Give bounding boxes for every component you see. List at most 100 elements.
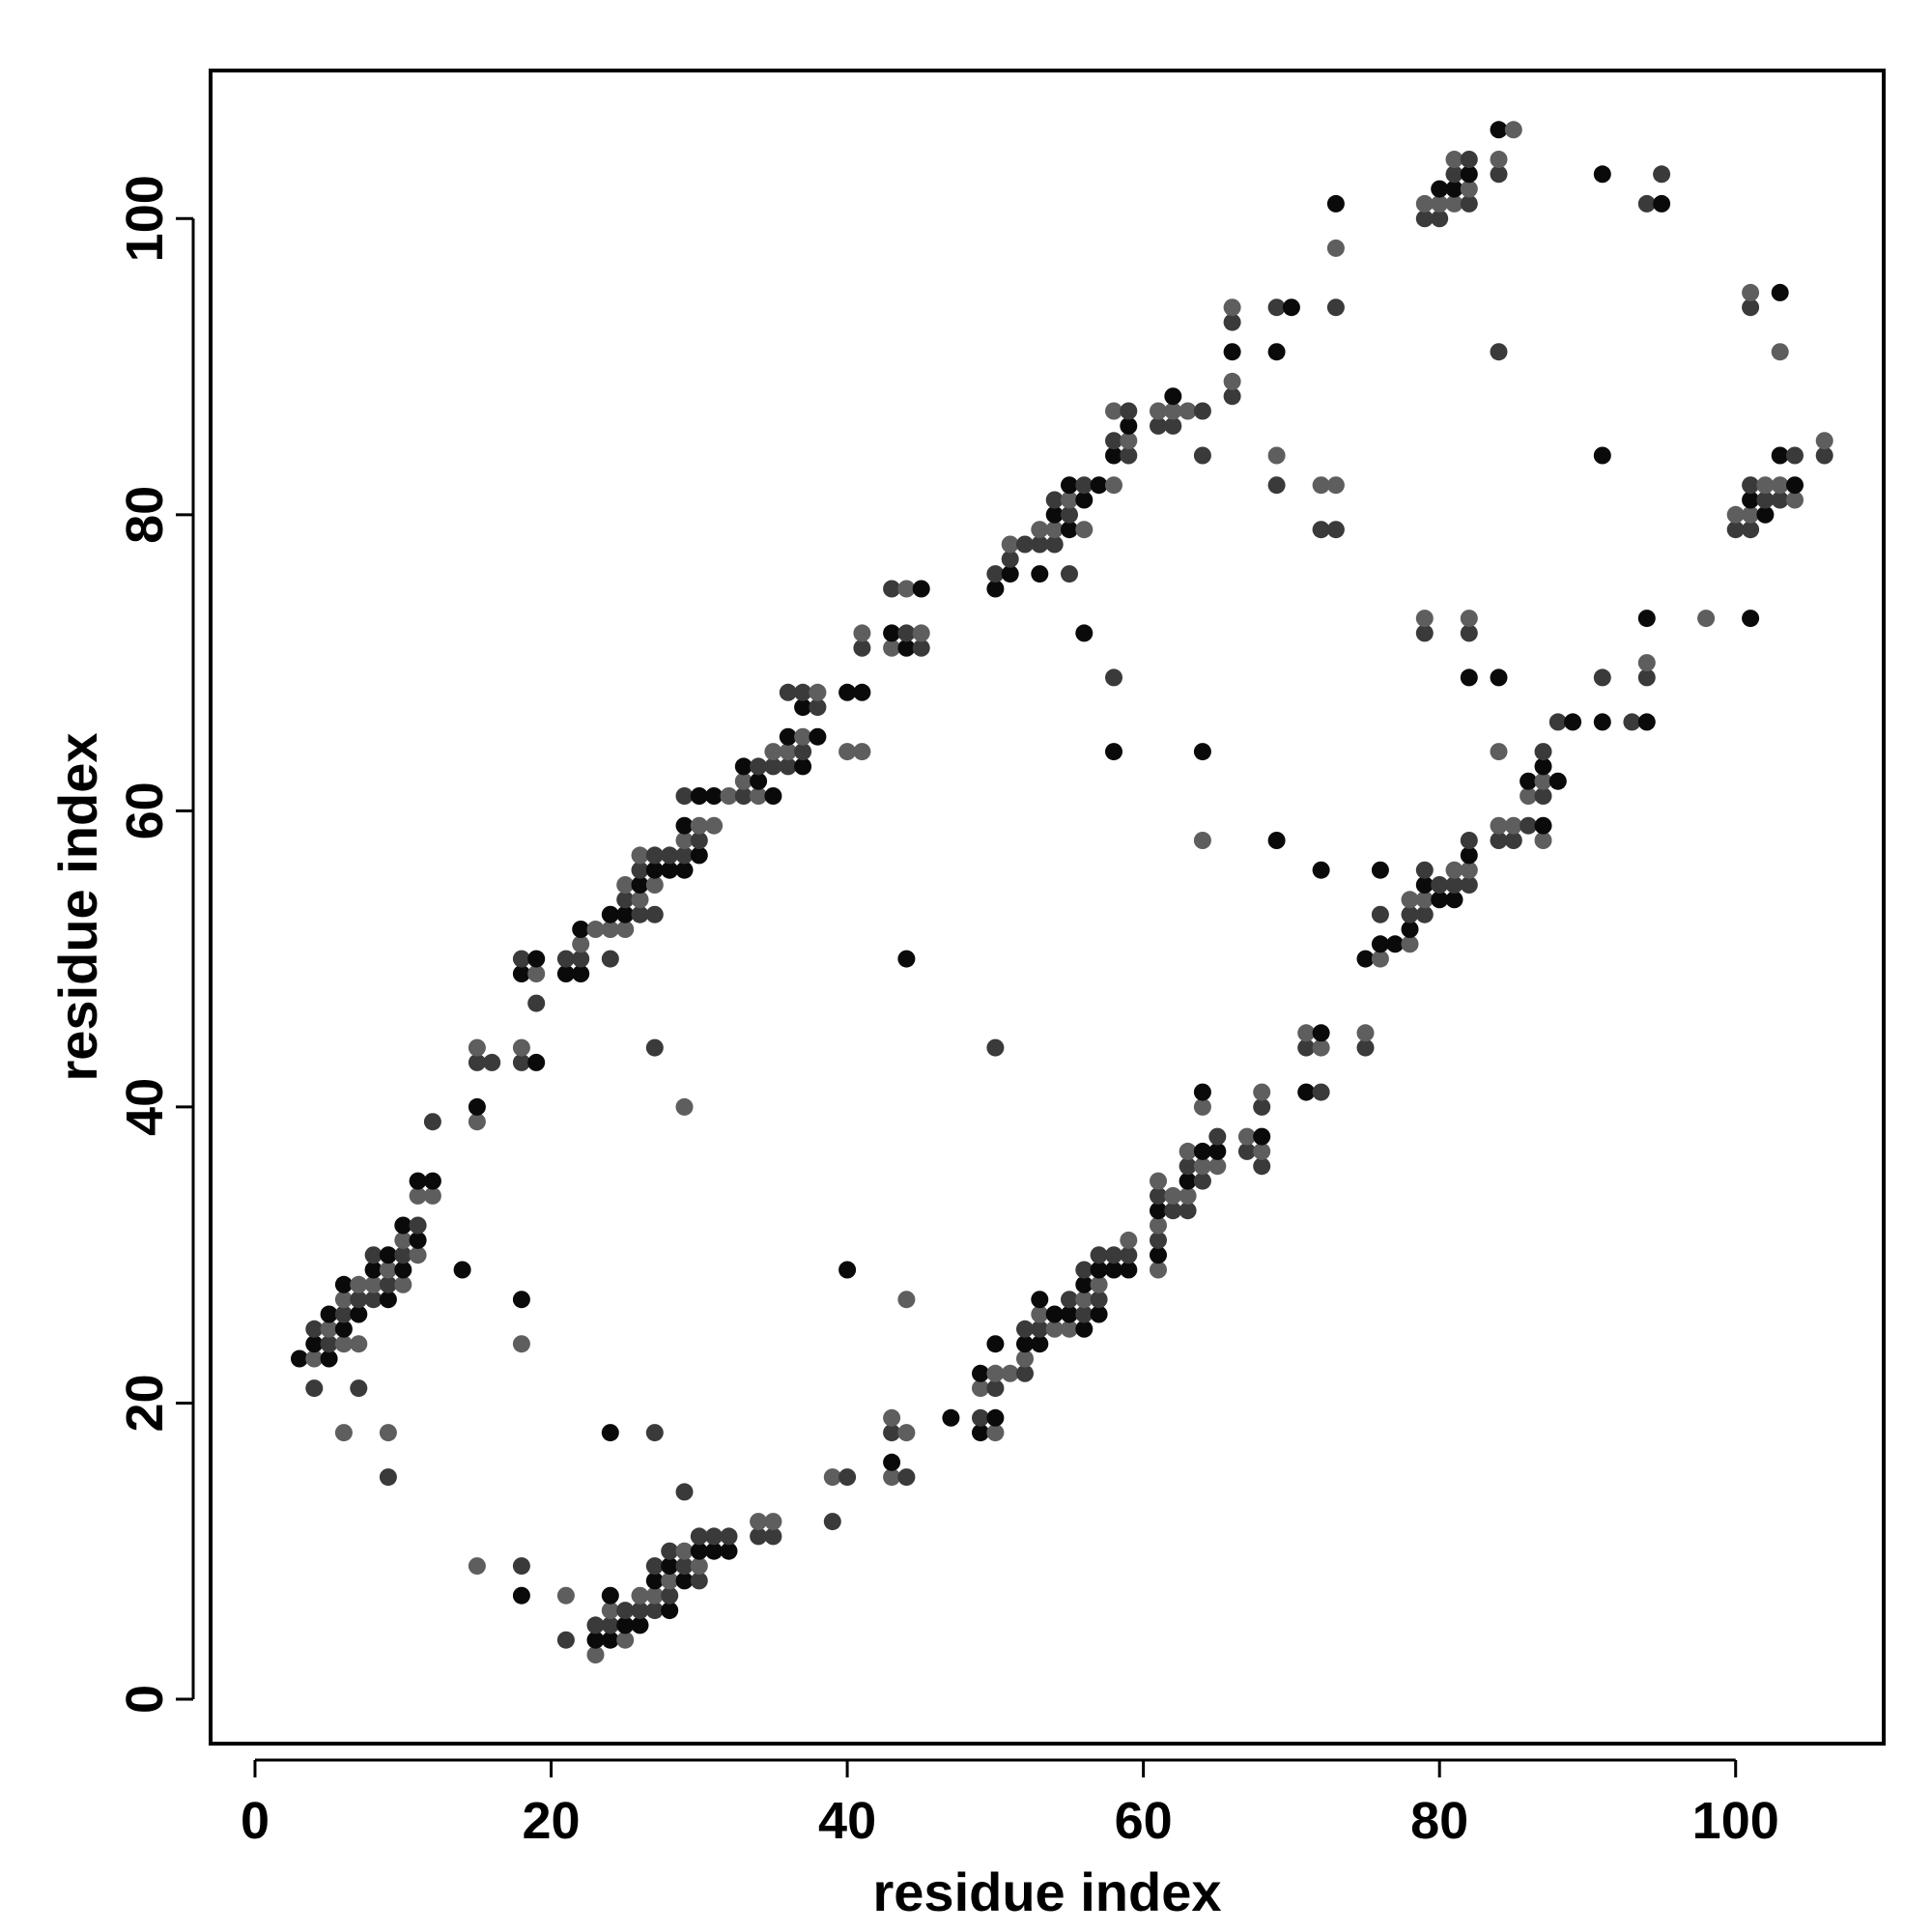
contact-point [1016, 1335, 1034, 1353]
contact-point [1415, 861, 1434, 879]
contact-point [631, 1586, 649, 1605]
contact-point [1075, 476, 1094, 495]
contact-point [1771, 343, 1789, 361]
contact-point [1090, 476, 1108, 495]
contact-point [616, 876, 635, 894]
contact-point [1208, 1157, 1227, 1176]
contact-point [645, 1572, 664, 1590]
contact-point [409, 1186, 427, 1205]
contact-point [468, 1038, 486, 1057]
contact-point [409, 1246, 427, 1264]
contact-point [1771, 476, 1789, 495]
contact-point [601, 1616, 619, 1634]
contact-point [1771, 491, 1789, 509]
contact-point [572, 965, 590, 982]
contact-point [1297, 1024, 1316, 1042]
contact-point [1179, 1142, 1197, 1160]
contact-point [1445, 891, 1463, 909]
contact-point [986, 1379, 1005, 1398]
y-tick-label: 40 [116, 1078, 174, 1136]
contact-point [1431, 891, 1449, 909]
contact-point [1267, 343, 1286, 361]
x-tick-label: 40 [818, 1792, 876, 1850]
contact-point [764, 757, 782, 776]
contact-point [512, 1053, 530, 1071]
contact-point [1105, 1261, 1122, 1279]
contact-point [645, 1424, 664, 1442]
x-tick-label: 20 [522, 1792, 580, 1850]
contact-point [1312, 476, 1330, 495]
contact-point [897, 1291, 916, 1309]
contact-point [1090, 1261, 1108, 1279]
contact-point [972, 1424, 989, 1442]
contact-point [291, 1350, 308, 1368]
contact-point [1105, 402, 1122, 420]
contact-point [1031, 1320, 1049, 1338]
contact-point [779, 757, 797, 776]
contact-point [1031, 521, 1049, 539]
contact-point [1312, 1083, 1330, 1101]
contact-point [897, 1424, 916, 1442]
contact-point [305, 1379, 324, 1398]
contact-point [601, 950, 619, 968]
contact-point [364, 1261, 383, 1279]
contact-point [379, 1291, 397, 1309]
contact-point [586, 1646, 605, 1663]
contact-point [1431, 194, 1449, 213]
contact-point [1564, 713, 1582, 731]
contact-point [675, 1572, 694, 1590]
contact-point [1386, 935, 1405, 953]
contact-point [750, 757, 768, 776]
contact-point [1401, 891, 1419, 909]
contact-point [1105, 476, 1122, 495]
contact-point [1415, 610, 1434, 628]
contact-point [423, 1186, 441, 1205]
contact-point [1164, 416, 1182, 435]
contact-point [1460, 151, 1478, 168]
contact-point [986, 1335, 1005, 1353]
contact-point [838, 1261, 857, 1279]
contact-point [1120, 1231, 1138, 1249]
contact-point [734, 757, 753, 776]
contact-point [823, 1468, 841, 1487]
contact-point [586, 921, 605, 938]
x-tick-label: 80 [1410, 1792, 1468, 1850]
contact-point [1415, 891, 1434, 909]
x-axis: 0 20 40 60 80 100 [241, 1758, 1779, 1850]
contact-point [572, 921, 590, 938]
contact-point [1520, 772, 1538, 790]
contact-point [942, 1408, 960, 1427]
contact-point [1415, 194, 1434, 213]
contact-point [1637, 668, 1656, 687]
contact-point [1061, 521, 1078, 539]
contact-point [809, 727, 827, 746]
contact-point [883, 639, 901, 657]
contact-point [690, 1557, 708, 1576]
contact-point [1031, 535, 1049, 554]
contact-point [1786, 491, 1804, 509]
contact-point [1415, 624, 1434, 642]
contact-point [616, 905, 635, 923]
contact-point [1120, 402, 1138, 420]
contact-point [1150, 416, 1167, 435]
contact-point [809, 698, 827, 717]
contact-point [379, 1424, 397, 1442]
contact-point [468, 1097, 486, 1116]
contact-point [1815, 432, 1833, 450]
contact-point [1016, 535, 1034, 554]
contact-point [1193, 402, 1211, 420]
contact-point [1548, 713, 1567, 731]
contact-point [1016, 1364, 1034, 1382]
contact-point [1815, 446, 1833, 465]
contact-point [1490, 151, 1508, 168]
contact-point [1312, 1038, 1330, 1057]
contact-point [1253, 1157, 1271, 1176]
contact-point [1742, 283, 1760, 301]
contact-point [1223, 387, 1241, 406]
contact-point [1164, 387, 1182, 406]
contact-point [1193, 743, 1211, 761]
contact-point [379, 1261, 397, 1279]
contact-point [1490, 832, 1508, 849]
contact-point [1253, 1083, 1271, 1101]
contact-point [1726, 505, 1745, 524]
